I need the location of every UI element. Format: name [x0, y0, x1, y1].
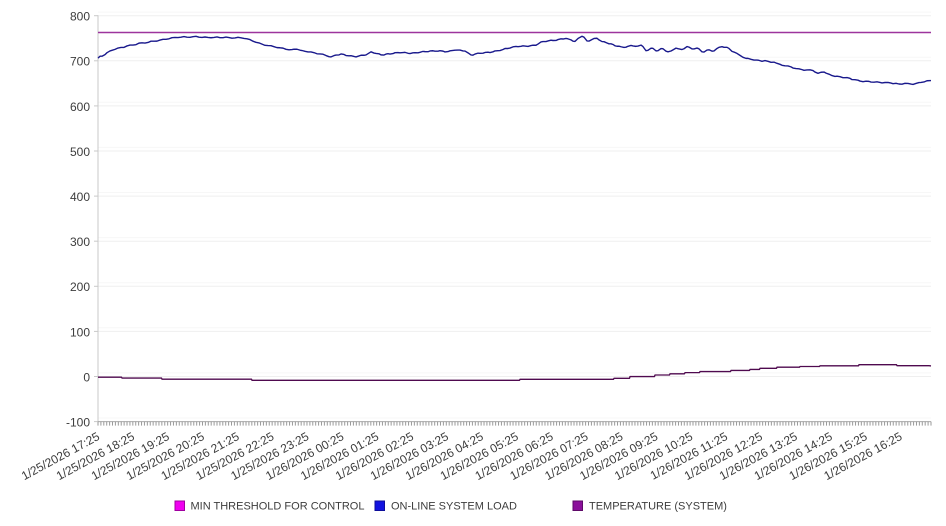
svg-text:100: 100 — [70, 325, 90, 339]
svg-text:700: 700 — [70, 55, 90, 69]
svg-text:200: 200 — [70, 280, 90, 294]
svg-text:800: 800 — [70, 10, 90, 24]
svg-text:300: 300 — [70, 235, 90, 249]
svg-text:TEMPERATURE (SYSTEM): TEMPERATURE (SYSTEM) — [589, 501, 727, 513]
svg-text:400: 400 — [70, 190, 90, 204]
svg-text:600: 600 — [70, 100, 90, 114]
svg-text:MIN THRESHOLD FOR CONTROL: MIN THRESHOLD FOR CONTROL — [191, 501, 365, 513]
svg-text:500: 500 — [70, 145, 90, 159]
svg-text:0: 0 — [83, 370, 90, 384]
svg-text:-100: -100 — [66, 416, 90, 430]
svg-text:ON-LINE SYSTEM LOAD: ON-LINE SYSTEM LOAD — [391, 501, 517, 513]
